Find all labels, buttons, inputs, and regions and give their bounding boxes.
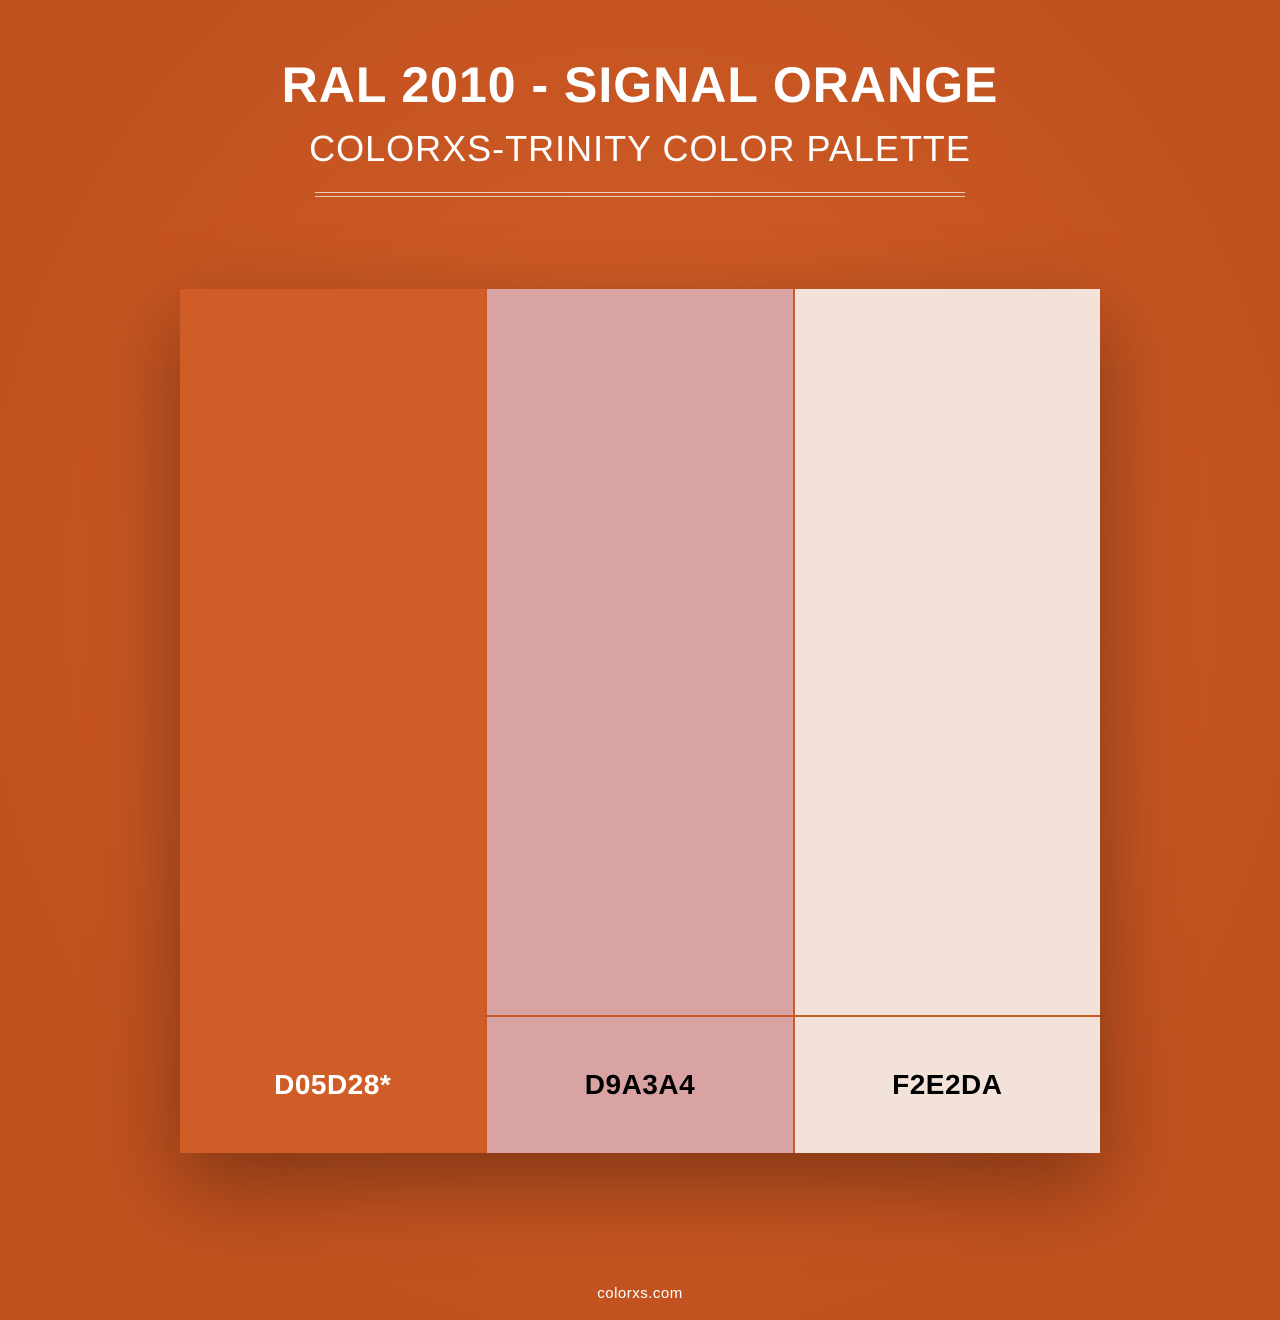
swatch-1: [180, 289, 485, 1015]
footer-credit: colorxs.com: [0, 1285, 1280, 1302]
swatch-3-label: F2E2DA: [793, 1017, 1100, 1153]
swatch-3: [793, 289, 1100, 1015]
header: RAL 2010 - SIGNAL ORANGE COLORXS-TRINITY…: [210, 56, 1070, 197]
swatch-1-label: D05D28*: [180, 1017, 485, 1153]
swatch-2: [485, 289, 792, 1015]
page-title: RAL 2010 - SIGNAL ORANGE: [210, 56, 1070, 114]
palette-infographic: RAL 2010 - SIGNAL ORANGE COLORXS-TRINITY…: [0, 0, 1280, 1320]
header-divider: [315, 192, 965, 197]
swatch-row: [180, 289, 1100, 1015]
label-row: D05D28* D9A3A4 F2E2DA: [180, 1015, 1100, 1153]
palette-card: D05D28* D9A3A4 F2E2DA: [180, 289, 1100, 1153]
page-subtitle: COLORXS-TRINITY COLOR PALETTE: [210, 128, 1070, 170]
swatch-2-label: D9A3A4: [485, 1017, 792, 1153]
